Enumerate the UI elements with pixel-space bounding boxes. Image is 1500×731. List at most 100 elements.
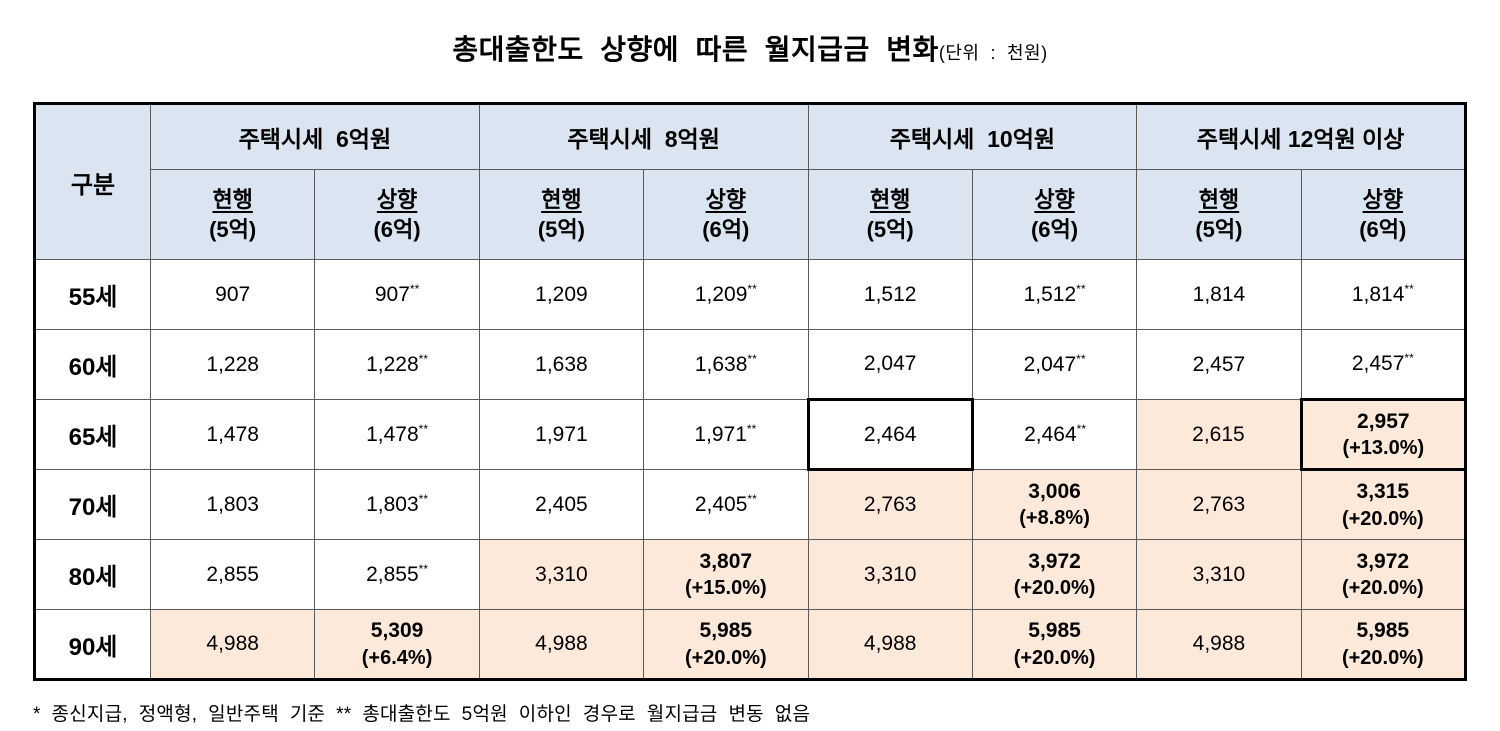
percent-change: (+13.0%): [1342, 437, 1425, 460]
table-row: 60세 1,228 1,228** 1,638 1,638** 2,047 2,047** 2…: [34, 329, 1467, 400]
value-cell: 2,047: [807, 329, 973, 400]
value-cell: 1,512**: [971, 259, 1138, 330]
cell-value: 3,972: [1356, 549, 1410, 573]
value-cell: 2,047**: [971, 329, 1138, 400]
value-cell: 907: [149, 259, 316, 330]
value-cell: 4,988: [149, 609, 316, 680]
header-group-row: 구분 주택시세 6억원 주택시세 8억원 주택시세 10억원 주택시세 12억원 이상: [34, 103, 1466, 260]
value-cell: 2,763: [1136, 469, 1302, 540]
column-group-header: 주택시세 6억원: [150, 103, 480, 170]
no-change-asterisks: **: [746, 421, 757, 436]
value-cell: 1,971: [478, 399, 645, 470]
cell-value: 1,209: [535, 282, 588, 306]
cell-value: 5,985: [1028, 619, 1081, 643]
row-label: 70세: [34, 469, 151, 540]
column-sub-header: 현행 (5억): [1136, 169, 1302, 260]
cell-value: 1,478: [366, 422, 419, 446]
cell-value: 1,228: [366, 352, 419, 376]
percent-change: (+8.8%): [1019, 507, 1090, 530]
cell-value: 4,988: [1192, 632, 1246, 656]
percent-change: (+20.0%): [1013, 577, 1096, 600]
column-sub-header: 상향 (6억): [971, 169, 1138, 260]
value-cell: 1,803: [149, 469, 316, 540]
column-sub-header: 현행 (5억): [478, 169, 645, 260]
value-cell: 2,464: [806, 398, 974, 471]
value-cell: 5,309 (+6.4%): [314, 609, 480, 680]
value-cell: 4,988: [807, 609, 973, 680]
cell-value: 2,457: [1351, 352, 1405, 376]
cell-value: 1,803: [206, 492, 259, 516]
value-cell: 2,763: [807, 469, 973, 540]
cell-value: 2,464: [1024, 422, 1077, 446]
column-sub-header: 현행 (5억): [149, 169, 316, 260]
no-change-asterisks: **: [418, 351, 429, 366]
value-cell: 5,985 (+20.0%): [1300, 609, 1467, 680]
value-cell: 5,985 (+20.0%): [643, 609, 809, 680]
cell-value: 1,971: [535, 422, 588, 446]
value-cell: 2,405: [478, 469, 645, 540]
value-cell: 1,814: [1136, 259, 1302, 330]
value-cell: 2,457: [1136, 329, 1302, 400]
cell-value: 1,512: [1023, 282, 1077, 306]
cell-value: 5,309: [370, 619, 424, 643]
value-cell: 3,310: [807, 539, 973, 610]
value-cell: 2,405**: [643, 469, 809, 540]
row-label: 90세: [34, 609, 151, 680]
value-cell: 2,855: [149, 539, 316, 610]
column-sub-header: 상향 (6억): [314, 169, 480, 260]
cell-value: 1,814: [1351, 282, 1405, 306]
column-group-header: 주택시세 12억원 이상: [1136, 103, 1466, 170]
value-cell: 1,478**: [314, 399, 480, 470]
value-cell: 1,814**: [1300, 259, 1467, 330]
value-cell: 3,315 (+20.0%): [1300, 469, 1467, 540]
no-change-asterisks: **: [1076, 351, 1086, 366]
cell-value: 3,310: [535, 562, 588, 586]
cell-value: 2,615: [1192, 422, 1245, 446]
payment-change-table: 구분 주택시세 6억원 주택시세 8억원 주택시세 10억원 주택시세 12억원 이상…: [33, 102, 1468, 681]
value-cell: 3,006 (+8.8%): [971, 469, 1138, 540]
cell-value: 2,047: [863, 352, 917, 376]
percent-change: (+15.0%): [684, 577, 767, 600]
cell-value: 907: [374, 282, 410, 306]
cell-value: 4,988: [863, 632, 917, 656]
percent-change: (+20.0%): [1013, 646, 1096, 669]
table-row: 65세 1,478 1,478** 1,971 1,971** 2,464 2,464** 2…: [34, 398, 1468, 471]
cell-value: 1,803: [366, 492, 419, 516]
cell-value: 2,464: [863, 422, 917, 446]
table-row: 80세 2,855 2,855** 3,310 3,807 (+15.0%) 3,310 3,…: [34, 539, 1467, 610]
page-title: 총대출한도 상향에 따른 월지급금 변화: [452, 34, 939, 65]
cell-value: 3,310: [863, 562, 917, 586]
cell-value: 1,638: [535, 352, 588, 376]
value-cell: 3,972 (+20.0%): [971, 539, 1138, 610]
value-cell: 2,957 (+13.0%): [1299, 398, 1468, 471]
value-cell: 1,209: [478, 259, 645, 330]
cell-value: 4,988: [206, 632, 259, 656]
value-cell: 3,310: [1136, 539, 1302, 610]
value-cell: 1,228: [149, 329, 316, 400]
column-sub-header: 상향 (6억): [643, 169, 809, 260]
cell-value: 2,855: [366, 562, 419, 586]
cell-value: 2,957: [1357, 409, 1410, 433]
cell-value: 3,310: [1192, 562, 1246, 586]
value-cell: 4,988: [478, 609, 645, 680]
cell-value: 2,457: [1192, 352, 1246, 376]
value-cell: 2,464**: [971, 399, 1138, 470]
cell-value: 1,209: [694, 282, 748, 306]
percent-change: (+6.4%): [361, 646, 433, 669]
cell-value: 1,512: [863, 282, 917, 306]
cell-value: 3,807: [699, 549, 753, 573]
cell-value: 1,228: [206, 352, 259, 376]
value-cell: 4,988: [1136, 609, 1302, 680]
table-row: 55세 907 907** 1,209 1,209** 1,512 1,512** 1,814…: [34, 259, 1467, 330]
cell-value: 2,855: [206, 562, 259, 586]
value-cell: 5,985 (+20.0%): [971, 609, 1138, 680]
value-cell: 2,615: [1136, 399, 1302, 470]
value-cell: 3,310: [478, 539, 645, 610]
row-label: 60세: [34, 329, 151, 400]
header-sub-row: 현행 (5억) 상향 (6억) 현행 (5억) 상향 (6억) 현행 (5억) 상향 (6억) 현행 (5…: [35, 169, 1467, 260]
percent-change: (+20.0%): [1341, 646, 1424, 669]
cell-value: 1,478: [206, 422, 259, 446]
title-block: 총대출한도 상향에 따른 월지급금 변화(단위 : 천원): [33, 28, 1467, 68]
table-body: 55세 907 907** 1,209 1,209** 1,512 1,512** 1,814…: [34, 259, 1468, 680]
table-row: 70세 1,803 1,803** 2,405 2,405** 2,763 3,006 (+8…: [34, 469, 1467, 540]
